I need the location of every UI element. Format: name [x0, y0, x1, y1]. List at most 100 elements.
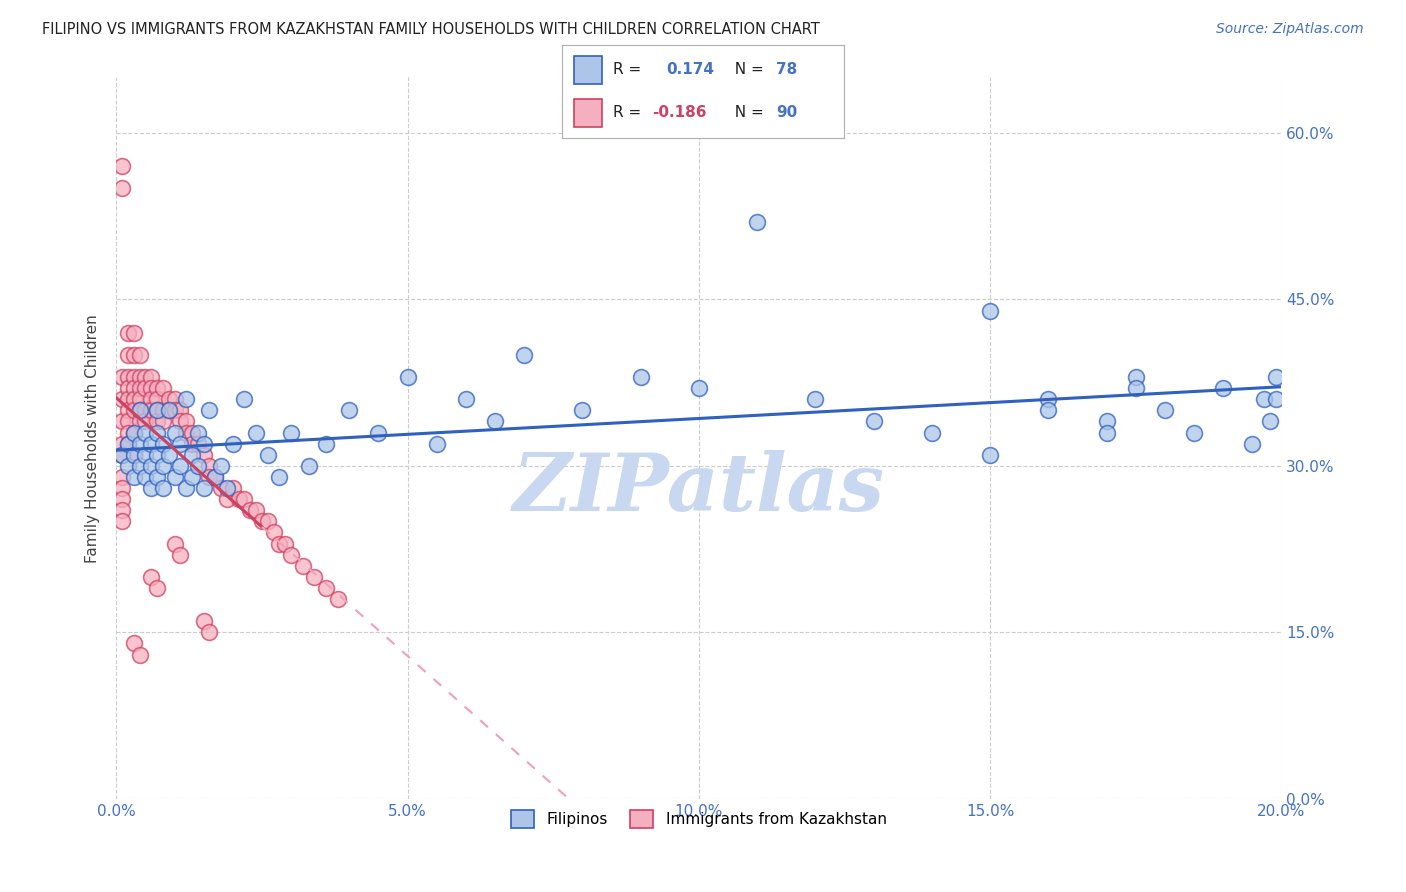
Point [454, 392, 477, 407]
Point [117, 458, 139, 473]
Point [245, 425, 267, 440]
Point [274, 536, 297, 550]
Point [146, 392, 169, 407]
Point [111, 492, 134, 507]
Point [181, 448, 204, 462]
Point [122, 425, 145, 440]
Point [111, 470, 134, 484]
Point [204, 470, 226, 484]
Point [1241, 436, 1264, 450]
Point [128, 458, 150, 473]
Point [128, 436, 150, 450]
Point [204, 470, 226, 484]
Y-axis label: Family Households with Children: Family Households with Children [86, 314, 100, 563]
Point [117, 415, 139, 429]
Point [111, 159, 134, 173]
Point [921, 425, 943, 440]
Point [117, 403, 139, 417]
Point [134, 425, 156, 440]
Point [122, 370, 145, 384]
Point [263, 525, 285, 540]
Point [141, 570, 163, 584]
Point [209, 458, 232, 473]
Point [1264, 392, 1286, 407]
Point [1038, 403, 1060, 417]
Point [141, 481, 163, 495]
Point [233, 392, 256, 407]
Point [862, 415, 884, 429]
Point [1125, 381, 1147, 395]
Point [291, 558, 314, 573]
Point [688, 381, 710, 395]
Legend: Filipinos, Immigrants from Kazakhstan: Filipinos, Immigrants from Kazakhstan [505, 804, 893, 835]
Point [804, 392, 827, 407]
Point [134, 403, 156, 417]
Point [280, 548, 302, 562]
Point [117, 370, 139, 384]
Point [181, 425, 204, 440]
Point [111, 514, 134, 528]
Point [222, 481, 245, 495]
Point [1264, 370, 1286, 384]
Point [1154, 403, 1177, 417]
Point [122, 381, 145, 395]
Point [128, 392, 150, 407]
Point [239, 503, 262, 517]
Text: R =: R = [613, 62, 651, 78]
Point [315, 436, 337, 450]
Point [141, 436, 163, 450]
Point [117, 348, 139, 362]
Point [163, 425, 186, 440]
Text: FILIPINO VS IMMIGRANTS FROM KAZAKHSTAN FAMILY HOUSEHOLDS WITH CHILDREN CORRELATI: FILIPINO VS IMMIGRANTS FROM KAZAKHSTAN F… [42, 22, 820, 37]
Point [111, 448, 134, 462]
Point [187, 436, 209, 450]
Bar [574, 99, 602, 127]
Point [426, 436, 449, 450]
Point [128, 415, 150, 429]
Point [152, 481, 174, 495]
Point [122, 403, 145, 417]
Text: N =: N = [725, 62, 769, 78]
Point [1258, 415, 1281, 429]
Point [141, 403, 163, 417]
Point [152, 381, 174, 395]
Point [337, 403, 360, 417]
Point [169, 436, 191, 450]
Point [193, 448, 215, 462]
Point [163, 403, 186, 417]
Point [122, 448, 145, 462]
Point [484, 415, 506, 429]
Point [134, 381, 156, 395]
Text: 90: 90 [776, 105, 797, 120]
Point [215, 481, 238, 495]
Text: 78: 78 [776, 62, 797, 78]
Point [122, 448, 145, 462]
Point [111, 436, 134, 450]
Point [117, 326, 139, 340]
Point [256, 514, 278, 528]
Point [187, 458, 209, 473]
Point [174, 481, 197, 495]
Point [122, 392, 145, 407]
Point [152, 436, 174, 450]
Point [128, 381, 150, 395]
Point [174, 392, 197, 407]
Point [141, 458, 163, 473]
Point [134, 470, 156, 484]
Point [122, 470, 145, 484]
Point [1095, 425, 1118, 440]
Point [1212, 381, 1234, 395]
Point [128, 370, 150, 384]
Point [979, 303, 1001, 318]
Point [198, 625, 221, 640]
Point [1095, 415, 1118, 429]
Point [169, 458, 191, 473]
Point [128, 403, 150, 417]
Bar [574, 56, 602, 84]
Point [233, 492, 256, 507]
Point [146, 403, 169, 417]
Point [198, 403, 221, 417]
Point [152, 415, 174, 429]
Point [304, 570, 326, 584]
Point [1253, 392, 1275, 407]
